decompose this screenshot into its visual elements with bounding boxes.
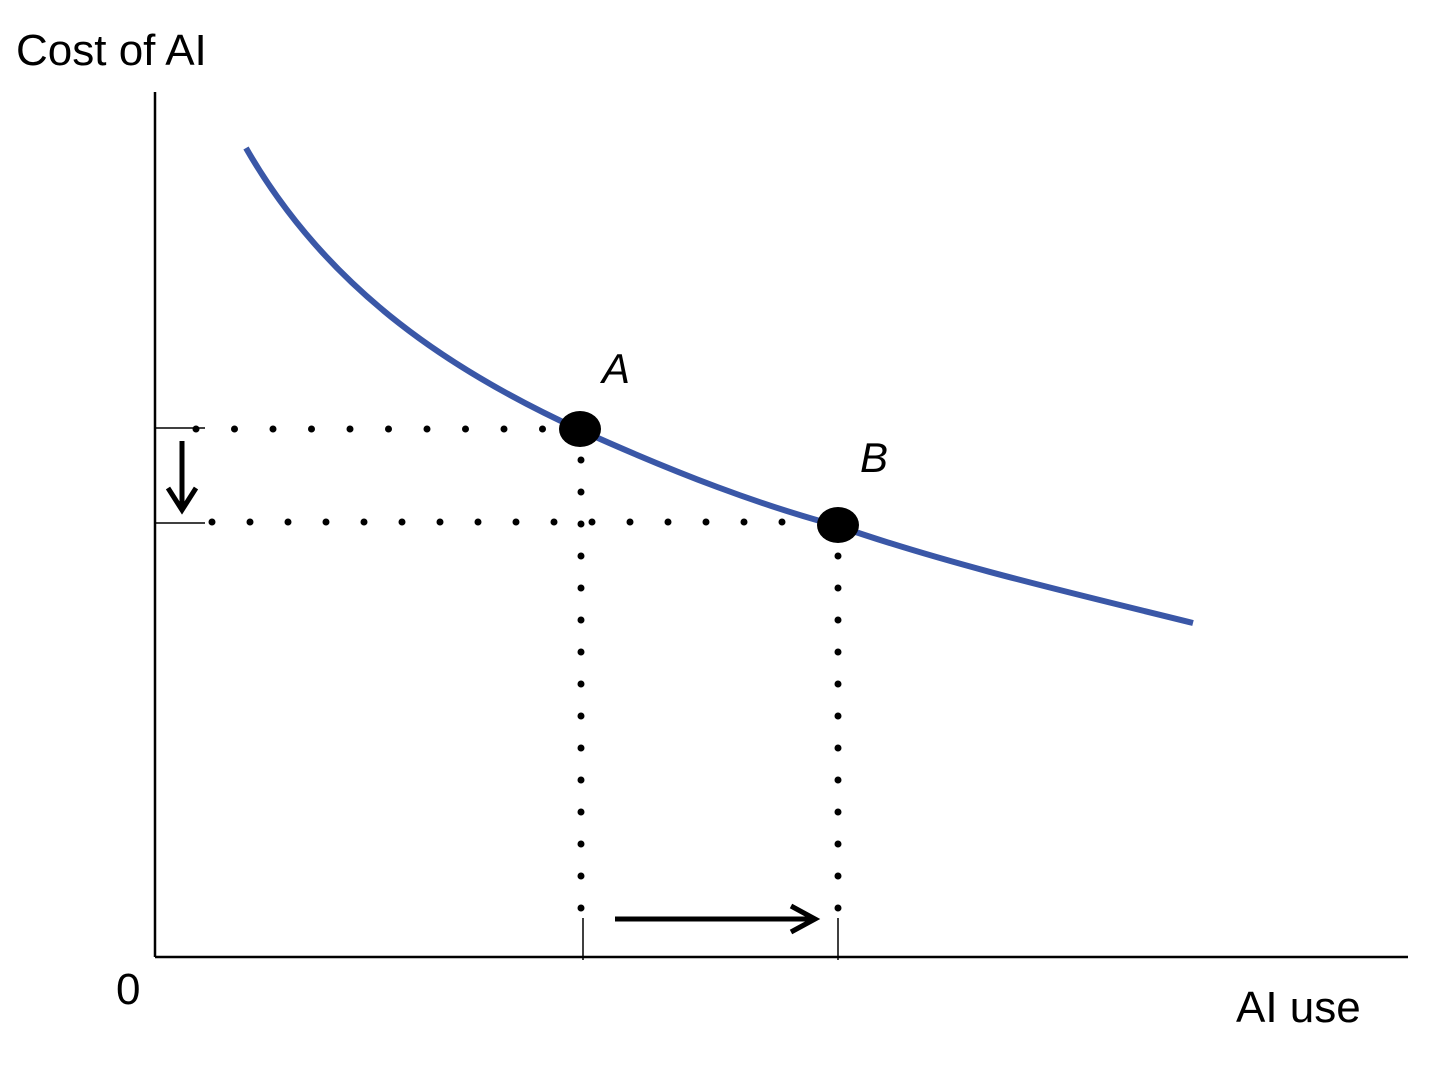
cost-curve [243, 146, 1194, 626]
use-increase-arrow [615, 903, 821, 935]
point-a-marker [559, 411, 601, 447]
y-axis-title: Cost of AI [16, 26, 207, 75]
point-b-marker [817, 507, 859, 543]
origin-label: 0 [116, 965, 140, 1014]
x-axis-title: AI use [1236, 983, 1361, 1032]
cost-decrease-arrow [165, 441, 199, 515]
point-b-label: B [860, 434, 888, 481]
point-a-label: A [599, 345, 630, 392]
